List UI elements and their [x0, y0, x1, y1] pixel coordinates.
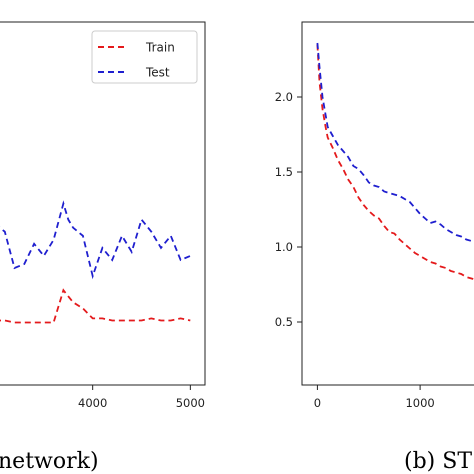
series-line-train-a	[0, 288, 191, 324]
legend-box	[91, 30, 198, 84]
y-tick-label: 1.0	[275, 240, 293, 254]
y-tick-label: 1.5	[275, 165, 293, 179]
caption-a: network)	[0, 449, 99, 474]
caption-b: (b) ST	[404, 449, 472, 474]
legend: Train Test	[91, 30, 198, 84]
chart-panel-b: 0.5 1.0 1.5 2.0 0 1000 (b) ST	[275, 21, 474, 474]
plot-lines-a	[0, 200, 191, 324]
x-tick-label: 0	[314, 396, 321, 410]
series-line-test-b	[316, 42, 474, 243]
y-axis-b: 0.5 1.0 1.5 2.0	[275, 90, 302, 329]
y-tick-label: 0.5	[275, 315, 293, 329]
y-tick-label: 2.0	[275, 90, 293, 104]
plot-frame-a	[0, 21, 206, 386]
series-line-test-a	[0, 200, 191, 280]
x-axis-a: 4000 5000	[78, 385, 205, 410]
chart-panel-a: 4000 5000 Train Test network)	[0, 21, 206, 474]
plot-frame-b	[301, 21, 474, 386]
x-tick-label: 5000	[176, 396, 205, 410]
x-axis-b: 0 1000	[314, 385, 435, 410]
plot-lines-b	[316, 42, 474, 281]
legend-train-label: Train	[145, 41, 175, 55]
x-tick-label: 1000	[405, 396, 434, 410]
x-tick-label: 4000	[78, 396, 107, 410]
series-line-train-b	[316, 44, 474, 281]
legend-test-label: Test	[145, 66, 170, 80]
